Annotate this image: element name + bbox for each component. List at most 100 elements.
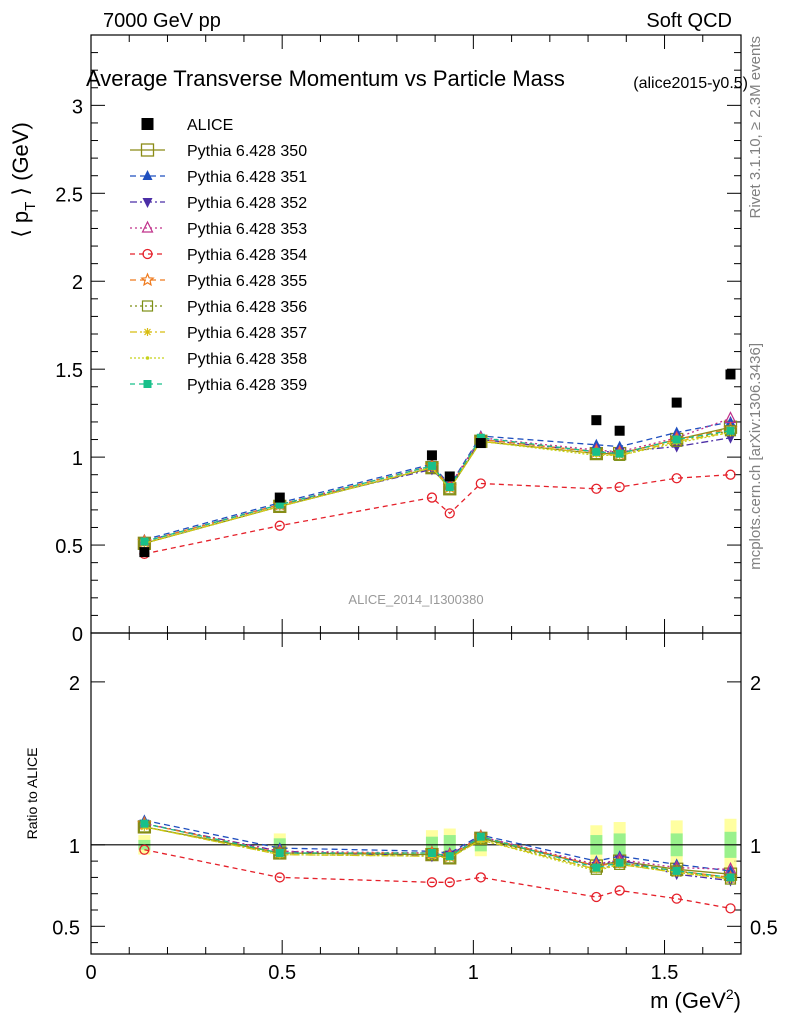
ratio-point-354 [139, 844, 150, 855]
mc-point-354 [725, 469, 736, 480]
x-label-superscript: 2 [726, 986, 734, 1002]
ratio-point-354 [671, 893, 682, 904]
side-label-mcplots: mcplots.cern.ch [arXiv:1306.3436] [747, 343, 764, 570]
ratio-y-tick-label-right: 1 [750, 836, 761, 858]
main-y-tick-label: 0.5 [55, 536, 83, 558]
legend-label-352: Pythia 6.428 352 [187, 195, 307, 212]
ratio-point-354 [725, 903, 736, 914]
ratio-plot-panel: 0.5 0.5 1 1 2 2 0 0.5 1 1.5 Ratio to ALICE m (GeV2) [24, 632, 778, 1013]
x-axis-label: m (GeV2) [650, 986, 741, 1013]
main-y-axis-label: ⟨ pT ⟩ (GeV) [8, 122, 39, 238]
mc-point-354 [671, 473, 682, 484]
legend-label-351: Pythia 6.428 351 [187, 169, 307, 186]
mc-point-352 [671, 442, 682, 453]
y-label-part: ⟩ (GeV) [8, 122, 33, 201]
mc-line-351 [144, 421, 731, 541]
legend: ALICE Pythia 6.428 350 Pythia 6.428 351 Pyt… [130, 117, 307, 394]
header-left-label: 7000 GeV pp [103, 10, 221, 32]
ratio-y-tick-label-left: 0.5 [52, 917, 80, 939]
legend-label-359: Pythia 6.428 359 [187, 377, 307, 394]
legend-label-354: Pythia 6.428 354 [187, 247, 307, 264]
main-y-tick-label: 2.5 [55, 184, 83, 206]
plot-title: Average Transverse Momentum vs Particle … [86, 66, 565, 91]
main-y-tick-label: 0 [72, 624, 83, 646]
mc-point-354 [426, 492, 438, 503]
ratio-y-tick-label-right: 0.5 [750, 917, 778, 939]
ratio-line-353 [144, 822, 731, 870]
mc-line-359 [144, 430, 731, 543]
main-y-tick-label: 3 [72, 96, 83, 118]
legend-label-350: Pythia 6.428 350 [187, 143, 307, 160]
ratio-point-359 [672, 866, 681, 875]
legend-label-357: Pythia 6.428 357 [187, 325, 307, 342]
alice-data-point [591, 415, 602, 426]
mc-point-359 [476, 433, 485, 442]
ratio-line-357 [144, 826, 731, 880]
mc-point-359 [427, 461, 436, 470]
legend-marker-353 [141, 220, 154, 233]
legend-label-alice: ALICE [187, 117, 233, 134]
mc-line-354 [144, 474, 731, 555]
legend-label-358: Pythia 6.428 358 [187, 351, 307, 368]
mc-point-359 [275, 500, 284, 509]
ratio-point-359 [140, 819, 149, 828]
ratio-point-359 [592, 863, 601, 872]
ratio-point-359 [445, 852, 454, 861]
mc-point-359 [726, 426, 735, 435]
mc-line-353 [144, 417, 731, 543]
alice-data-point [139, 547, 150, 558]
ratio-point-354 [444, 877, 455, 888]
alice-data-point [426, 450, 437, 461]
x-tick-label: 0.5 [268, 962, 296, 984]
ratio-point-359 [275, 848, 284, 857]
mc-point-359 [592, 447, 601, 456]
mc-point-359 [140, 537, 149, 546]
legend-label-356: Pythia 6.428 356 [187, 299, 307, 316]
ratio-y-tick-label-left: 1 [69, 836, 80, 858]
mc-point-359 [672, 435, 681, 444]
legend-marker-355 [140, 272, 155, 287]
mc-line-355 [144, 428, 731, 543]
ratio-point-359 [726, 873, 735, 882]
ratio-point-359 [615, 858, 624, 867]
ratio-y-tick-label-left: 2 [69, 673, 80, 695]
alice-data-point [725, 369, 736, 380]
mc-line-352 [144, 437, 731, 543]
main-y-tick-label: 2 [72, 272, 83, 294]
watermark-label: ALICE_2014_I1300380 [348, 592, 483, 607]
mc-point-359 [445, 483, 454, 492]
x-tick-label: 1 [468, 962, 479, 984]
ratio-point-354 [426, 877, 438, 888]
analysis-tag: (alice2015-y0.5) [633, 75, 748, 92]
ratio-point-353 [724, 861, 737, 874]
ratio-point-354 [475, 872, 486, 883]
mc-point-351 [725, 415, 736, 426]
x-label-part: m (GeV [650, 988, 726, 1013]
legend-marker-alice [141, 118, 154, 130]
mc-point-354 [444, 508, 455, 519]
side-label-rivet: Rivet 3.1.10, ≥ 2.3M events [747, 36, 764, 219]
ratio-y-axis-label: Ratio to ALICE [24, 748, 40, 840]
mc-point-354 [591, 483, 602, 494]
x-label-part: ) [734, 988, 741, 1013]
main-y-tick-label: 1.5 [55, 360, 83, 382]
ratio-point-359 [476, 832, 485, 841]
alice-data-point [274, 492, 285, 503]
legend-marker-352 [142, 198, 153, 208]
y-label-part: ⟨ p [8, 211, 33, 238]
alice-data-point [475, 438, 486, 449]
alice-data-point [614, 425, 625, 436]
ratio-point-354 [614, 885, 625, 896]
legend-marker-350 [140, 143, 155, 157]
y-label-subscript: T [22, 202, 39, 211]
legend-marker-358 [145, 356, 150, 360]
alice-data-point [671, 397, 682, 408]
main-y-tick-label: 1 [72, 448, 83, 470]
x-tick-label: 1.5 [651, 962, 679, 984]
ratio-frame [90, 632, 742, 955]
header-right-label: Soft QCD [646, 10, 732, 32]
mc-line-357 [144, 431, 731, 544]
legend-marker-357 [143, 328, 152, 336]
x-tick-label: 0 [85, 962, 96, 984]
ratio-point-359 [427, 848, 436, 857]
